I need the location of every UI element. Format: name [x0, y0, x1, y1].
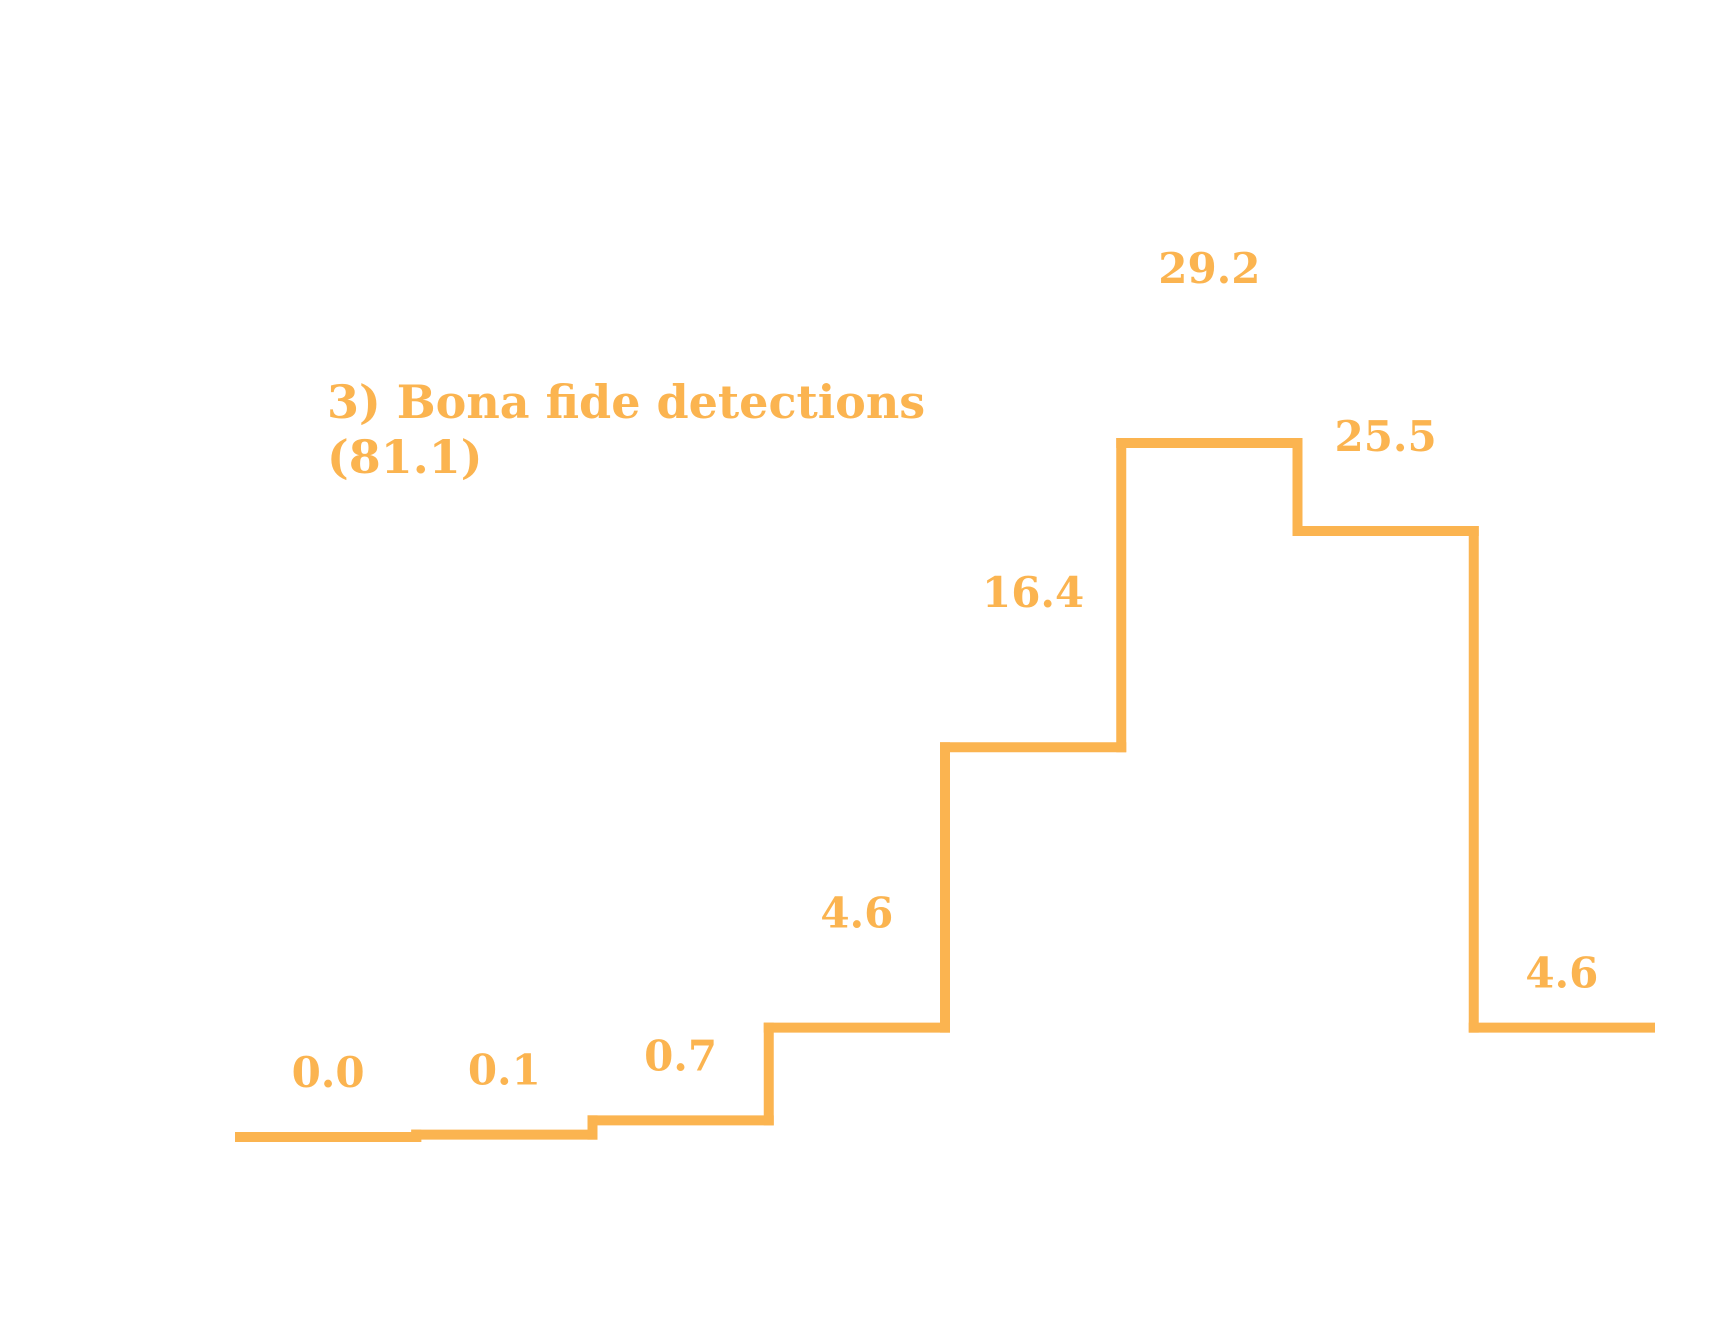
value-label-5: 16.4 [982, 568, 1084, 617]
value-labels-group: 0.0 0.1 0.7 4.6 16.4 29.2 25.5 4.6 [292, 244, 1599, 1097]
chart-title-line-2: (81.1) [327, 430, 483, 484]
value-label-6: 29.2 [1158, 244, 1260, 293]
value-label-4: 4.6 [820, 889, 893, 938]
value-label-7: 25.5 [1334, 412, 1436, 461]
value-label-2: 0.1 [468, 1046, 541, 1095]
value-label-8: 4.6 [1525, 949, 1598, 998]
value-label-1: 0.0 [292, 1048, 365, 1097]
chart-title-line-1: 3) Bona fide detections [327, 375, 925, 429]
step-line-group [235, 438, 1655, 1142]
value-label-3: 0.7 [644, 1031, 717, 1080]
